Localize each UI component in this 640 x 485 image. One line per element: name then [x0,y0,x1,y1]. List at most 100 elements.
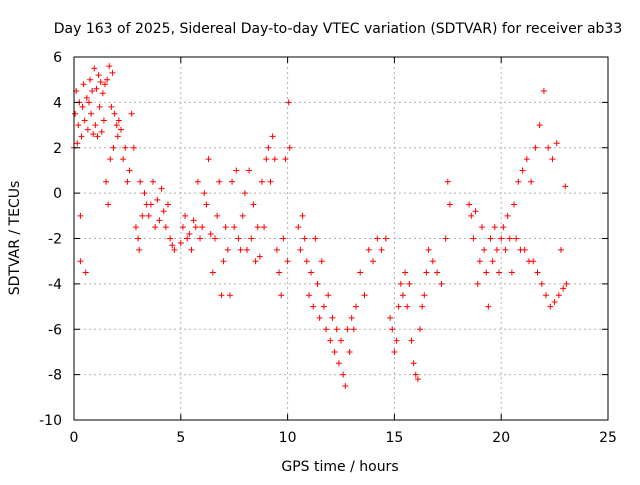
data-point [203,201,210,208]
data-point [109,69,116,76]
data-point [419,303,426,310]
data-point [164,201,171,208]
data-point [382,235,389,242]
data-point [406,280,413,287]
data-point [117,126,124,133]
data-point [361,292,368,299]
data-point [348,314,355,321]
data-point [184,235,191,242]
data-point [286,144,293,151]
data-point [346,348,353,355]
data-point [352,303,359,310]
data-points [71,63,570,389]
data-point [350,326,357,333]
data-point [248,235,255,242]
data-point [532,144,539,151]
y-tick-label: 6 [53,50,62,66]
data-point [91,65,98,72]
x-tick-label: 20 [492,430,510,446]
data-point [241,190,248,197]
data-point [314,280,321,287]
data-point [470,235,477,242]
data-point [329,314,336,321]
data-point [263,156,270,163]
data-point [135,235,142,242]
data-point [214,212,221,219]
data-point [239,212,246,219]
data-point [220,258,227,265]
data-point [82,269,89,276]
data-point [560,285,567,292]
data-point [139,212,146,219]
data-point [387,314,394,321]
data-point [89,88,96,95]
data-point [506,235,513,242]
data-point [158,185,165,192]
data-point [496,269,503,276]
data-point [84,126,91,133]
data-point [276,269,283,276]
data-point [120,156,127,163]
data-point [141,190,148,197]
data-point [553,140,560,147]
data-point [258,178,265,185]
data-point [254,224,261,231]
data-point [365,246,372,253]
data-point [511,201,518,208]
axis-ticks [73,56,609,421]
data-point [549,156,556,163]
data-point [74,140,81,147]
data-point [410,360,417,367]
data-point [404,303,411,310]
data-point [197,235,204,242]
data-point [408,337,415,344]
x-tick-label: 25 [599,430,617,446]
data-point [466,201,473,208]
data-point [81,117,88,124]
data-point [98,128,105,135]
data-point [79,103,86,110]
data-point [154,196,161,203]
data-point [235,235,242,242]
data-point [224,246,231,253]
data-point [75,122,82,129]
data-point [77,212,84,219]
data-point [190,217,197,224]
data-point [563,280,570,287]
y-tick-label: -6 [48,322,62,338]
data-point [325,292,332,299]
data-point [192,224,199,231]
data-point [468,212,475,219]
data-point [551,299,558,306]
data-point [395,303,402,310]
data-point [284,258,291,265]
data-point [282,156,289,163]
x-tick-label: 5 [176,430,185,446]
data-point [562,183,569,190]
data-point [508,269,515,276]
data-point [540,88,547,95]
data-point [513,235,520,242]
data-point [472,208,479,215]
data-point [402,269,409,276]
data-point [485,303,492,310]
data-point [205,156,212,163]
data-point [429,258,436,265]
data-point [340,371,347,378]
data-point [474,280,481,287]
data-point [316,314,323,321]
data-point [128,110,135,117]
data-point [530,258,537,265]
data-point [106,63,113,70]
data-point [478,224,485,231]
data-point [97,78,104,85]
data-point [312,235,319,242]
data-point [92,122,99,129]
data-point [110,144,117,151]
data-point [299,212,306,219]
data-point [177,240,184,247]
data-point [122,144,129,151]
data-point [113,122,120,129]
grid-lines [74,57,608,420]
data-point [93,85,100,92]
